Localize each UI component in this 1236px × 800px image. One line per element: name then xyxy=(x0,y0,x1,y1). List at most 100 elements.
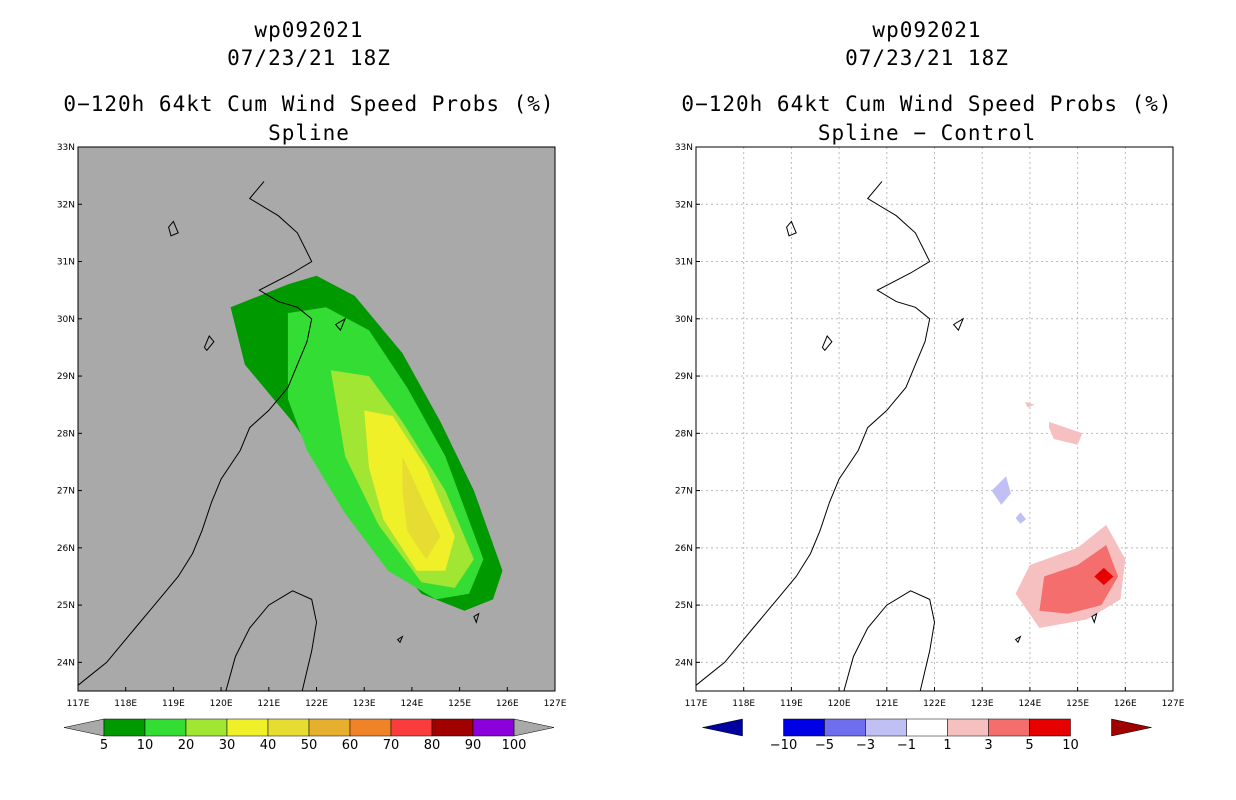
colorbar-label: 3 xyxy=(984,738,992,753)
colorbar-label: −1 xyxy=(897,738,916,753)
contour-group xyxy=(78,181,503,691)
y-tick-label: 33N xyxy=(675,143,693,153)
x-tick-label: 121E xyxy=(257,699,280,709)
x-tick-label: 124E xyxy=(400,699,423,709)
colorbar-label: 100 xyxy=(502,738,527,753)
y-tick-label: 31N xyxy=(675,258,693,268)
colorbar-swatch xyxy=(103,718,146,737)
contour-level-3 xyxy=(1039,545,1119,614)
colorbar-swatch xyxy=(865,718,907,737)
x-tick-label: 122E xyxy=(923,699,946,709)
colorbar-swatch xyxy=(144,718,187,737)
y-tick-label: 32N xyxy=(675,200,693,210)
x-tick-label: 119E xyxy=(162,699,185,709)
contour-level-neg1 xyxy=(1015,512,1027,524)
y-tick-label: 26N xyxy=(57,544,75,554)
y-tick-label: 27N xyxy=(57,487,75,497)
colorbar-swatch xyxy=(1029,718,1071,737)
x-tick-label: 121E xyxy=(875,699,898,709)
colorbar-label: 80 xyxy=(424,738,441,753)
colorbar-arrow-high xyxy=(1111,718,1152,737)
colorbar-arrow-high xyxy=(513,718,555,737)
date-time: 07/23/21 18Z xyxy=(845,46,1009,70)
colorbar-label: 50 xyxy=(301,738,318,753)
colorbar-swatch xyxy=(824,718,866,737)
coastline-taiwan xyxy=(843,590,936,691)
island xyxy=(1014,635,1022,644)
island xyxy=(473,612,480,624)
island xyxy=(786,220,797,237)
colorbar-label: 10 xyxy=(1062,738,1079,753)
x-tick-label: 122E xyxy=(305,699,328,709)
contour-level-1 xyxy=(1025,401,1035,408)
coastline xyxy=(78,181,313,686)
x-tick-label: 118E xyxy=(114,699,137,709)
island xyxy=(334,317,347,332)
y-tick-label: 27N xyxy=(675,487,693,497)
colorbar-swatch xyxy=(390,718,433,737)
colorbar-label: 90 xyxy=(465,738,482,753)
contour-group xyxy=(696,181,1126,691)
island xyxy=(821,335,833,352)
product-title: 0−120h 64kt Cum Wind Speed Probs (%) xyxy=(681,92,1173,116)
x-tick-label: 124E xyxy=(1018,699,1041,709)
storm-id: wp092021 xyxy=(254,18,364,42)
colorbar-label: 30 xyxy=(219,738,236,753)
x-tick-label: 125E xyxy=(448,699,471,709)
y-tick-label: 30N xyxy=(675,315,693,325)
x-tick-label: 117E xyxy=(685,699,708,709)
colorbar-swatch xyxy=(308,718,351,737)
y-tick-label: 28N xyxy=(675,429,693,439)
x-tick-label: 119E xyxy=(780,699,803,709)
island xyxy=(1091,612,1098,624)
y-tick-label: 24N xyxy=(675,658,693,668)
colorbar-label: −5 xyxy=(815,738,834,753)
x-tick-label: 126E xyxy=(1114,699,1137,709)
colorbar-label: 10 xyxy=(137,738,154,753)
colorbar-label: 1 xyxy=(943,738,951,753)
x-tick-label: 118E xyxy=(732,699,755,709)
y-tick-label: 25N xyxy=(675,601,693,611)
island xyxy=(168,220,179,237)
colorbar-label: 5 xyxy=(1025,738,1033,753)
colorbar-label: 40 xyxy=(260,738,277,753)
coastline xyxy=(696,181,931,686)
contour-level-5 xyxy=(1094,567,1114,586)
y-tick-label: 25N xyxy=(57,601,75,611)
island xyxy=(203,335,215,352)
colorbar-swatch xyxy=(472,718,515,737)
y-tick-label: 28N xyxy=(57,429,75,439)
y-tick-label: 30N xyxy=(57,315,75,325)
island xyxy=(396,635,404,644)
y-tick-label: 29N xyxy=(57,372,75,382)
x-tick-label: 123E xyxy=(971,699,994,709)
right-panel: wp092021 07/23/21 18Z 0−120h 64kt Cum Wi… xyxy=(618,0,1236,800)
y-tick-label: 32N xyxy=(57,200,75,210)
colorbar-swatch xyxy=(267,718,310,737)
colorbar-arrow-low xyxy=(702,718,743,737)
colorbar-swatch xyxy=(947,718,989,737)
x-tick-label: 127E xyxy=(1162,699,1185,709)
y-tick-label: 26N xyxy=(675,544,693,554)
x-tick-label: 126E xyxy=(496,699,519,709)
colorbar-label: −10 xyxy=(770,738,797,753)
colorbar-arrow-low xyxy=(63,718,105,737)
colorbar-swatch xyxy=(906,718,948,737)
x-tick-label: 127E xyxy=(544,699,567,709)
contour-level-neg1 xyxy=(991,476,1011,505)
y-tick-label: 29N xyxy=(675,372,693,382)
y-tick-label: 33N xyxy=(57,143,75,153)
y-tick-label: 31N xyxy=(57,258,75,268)
left-panel: wp092021 07/23/21 18Z 0−120h 64kt Cum Wi… xyxy=(57,18,567,753)
colorbar-swatch xyxy=(349,718,392,737)
chart-probabilities: 117E 118E 119E 120E 121E 122E 123E 124E 125E 126E… xyxy=(57,143,567,753)
coastline-taiwan xyxy=(225,590,318,691)
colorbar-label: 60 xyxy=(342,738,359,753)
colorbar-swatch xyxy=(783,718,825,737)
colorbar-swatch xyxy=(226,718,269,737)
colorbar-label: 20 xyxy=(178,738,195,753)
x-tick-label: 125E xyxy=(1066,699,1089,709)
y-tick-label: 24N xyxy=(57,658,75,668)
product-title: 0−120h 64kt Cum Wind Speed Probs (%) xyxy=(63,92,555,116)
colorbar-swatch xyxy=(185,718,228,737)
